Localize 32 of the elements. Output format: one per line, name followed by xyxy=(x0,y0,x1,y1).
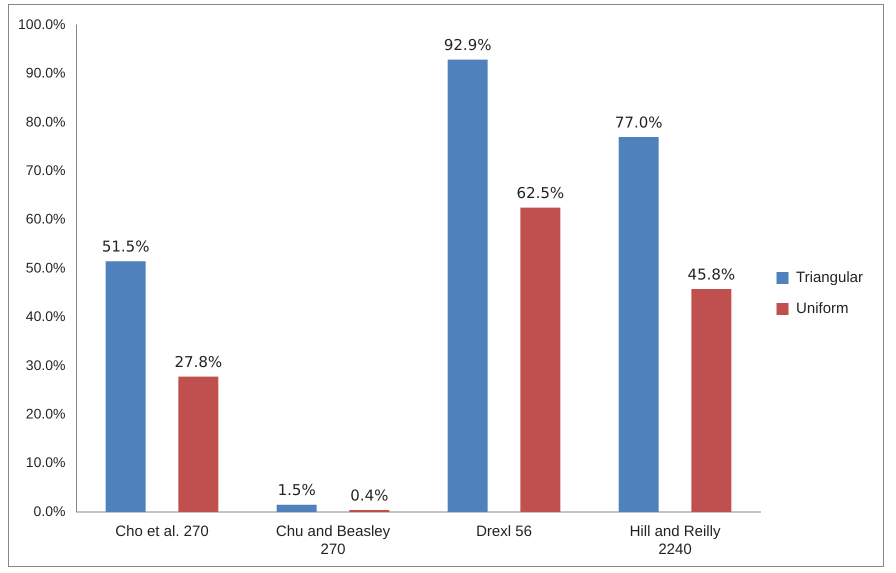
data-label: 62.5% xyxy=(516,184,564,202)
x-tick-label: Drexl 56 xyxy=(476,523,532,540)
y-tick-label: 100.0% xyxy=(18,16,66,32)
y-tick-label: 60.0% xyxy=(26,210,66,227)
bar xyxy=(106,261,146,512)
y-tick-label: 0.0% xyxy=(34,502,66,519)
bar xyxy=(520,208,560,512)
legend-label: Uniform xyxy=(796,300,849,318)
y-tick-label: 30.0% xyxy=(26,356,66,373)
bar xyxy=(691,288,732,512)
bar xyxy=(448,60,488,512)
y-tick-label: 90.0% xyxy=(26,64,66,81)
bar xyxy=(178,376,218,512)
y-tick-label: 50.0% xyxy=(26,259,66,276)
x-tick-label: Cho et al. 270 xyxy=(115,523,209,540)
data-label: 27.8% xyxy=(174,353,222,372)
y-tick-label: 80.0% xyxy=(26,113,66,130)
y-tick-label: 70.0% xyxy=(26,162,66,178)
data-label: 77.0% xyxy=(614,113,663,132)
y-tick-label: 10.0% xyxy=(26,454,66,470)
legend-label: Triangular xyxy=(796,269,864,286)
bar xyxy=(618,137,659,512)
x-tick-label: Chu and Beasley 270 xyxy=(276,523,391,558)
data-label: 51.5% xyxy=(102,238,150,256)
data-label: 45.8% xyxy=(688,265,736,284)
data-label: 92.9% xyxy=(444,36,492,54)
data-label: 1.5% xyxy=(278,481,316,500)
x-tick-label: Hill and Reilly 2240 xyxy=(630,523,721,558)
bar xyxy=(276,504,317,512)
y-tick-label: 20.0% xyxy=(26,405,66,422)
data-label: 0.4% xyxy=(350,486,388,504)
y-tick-label: 40.0% xyxy=(26,308,66,324)
